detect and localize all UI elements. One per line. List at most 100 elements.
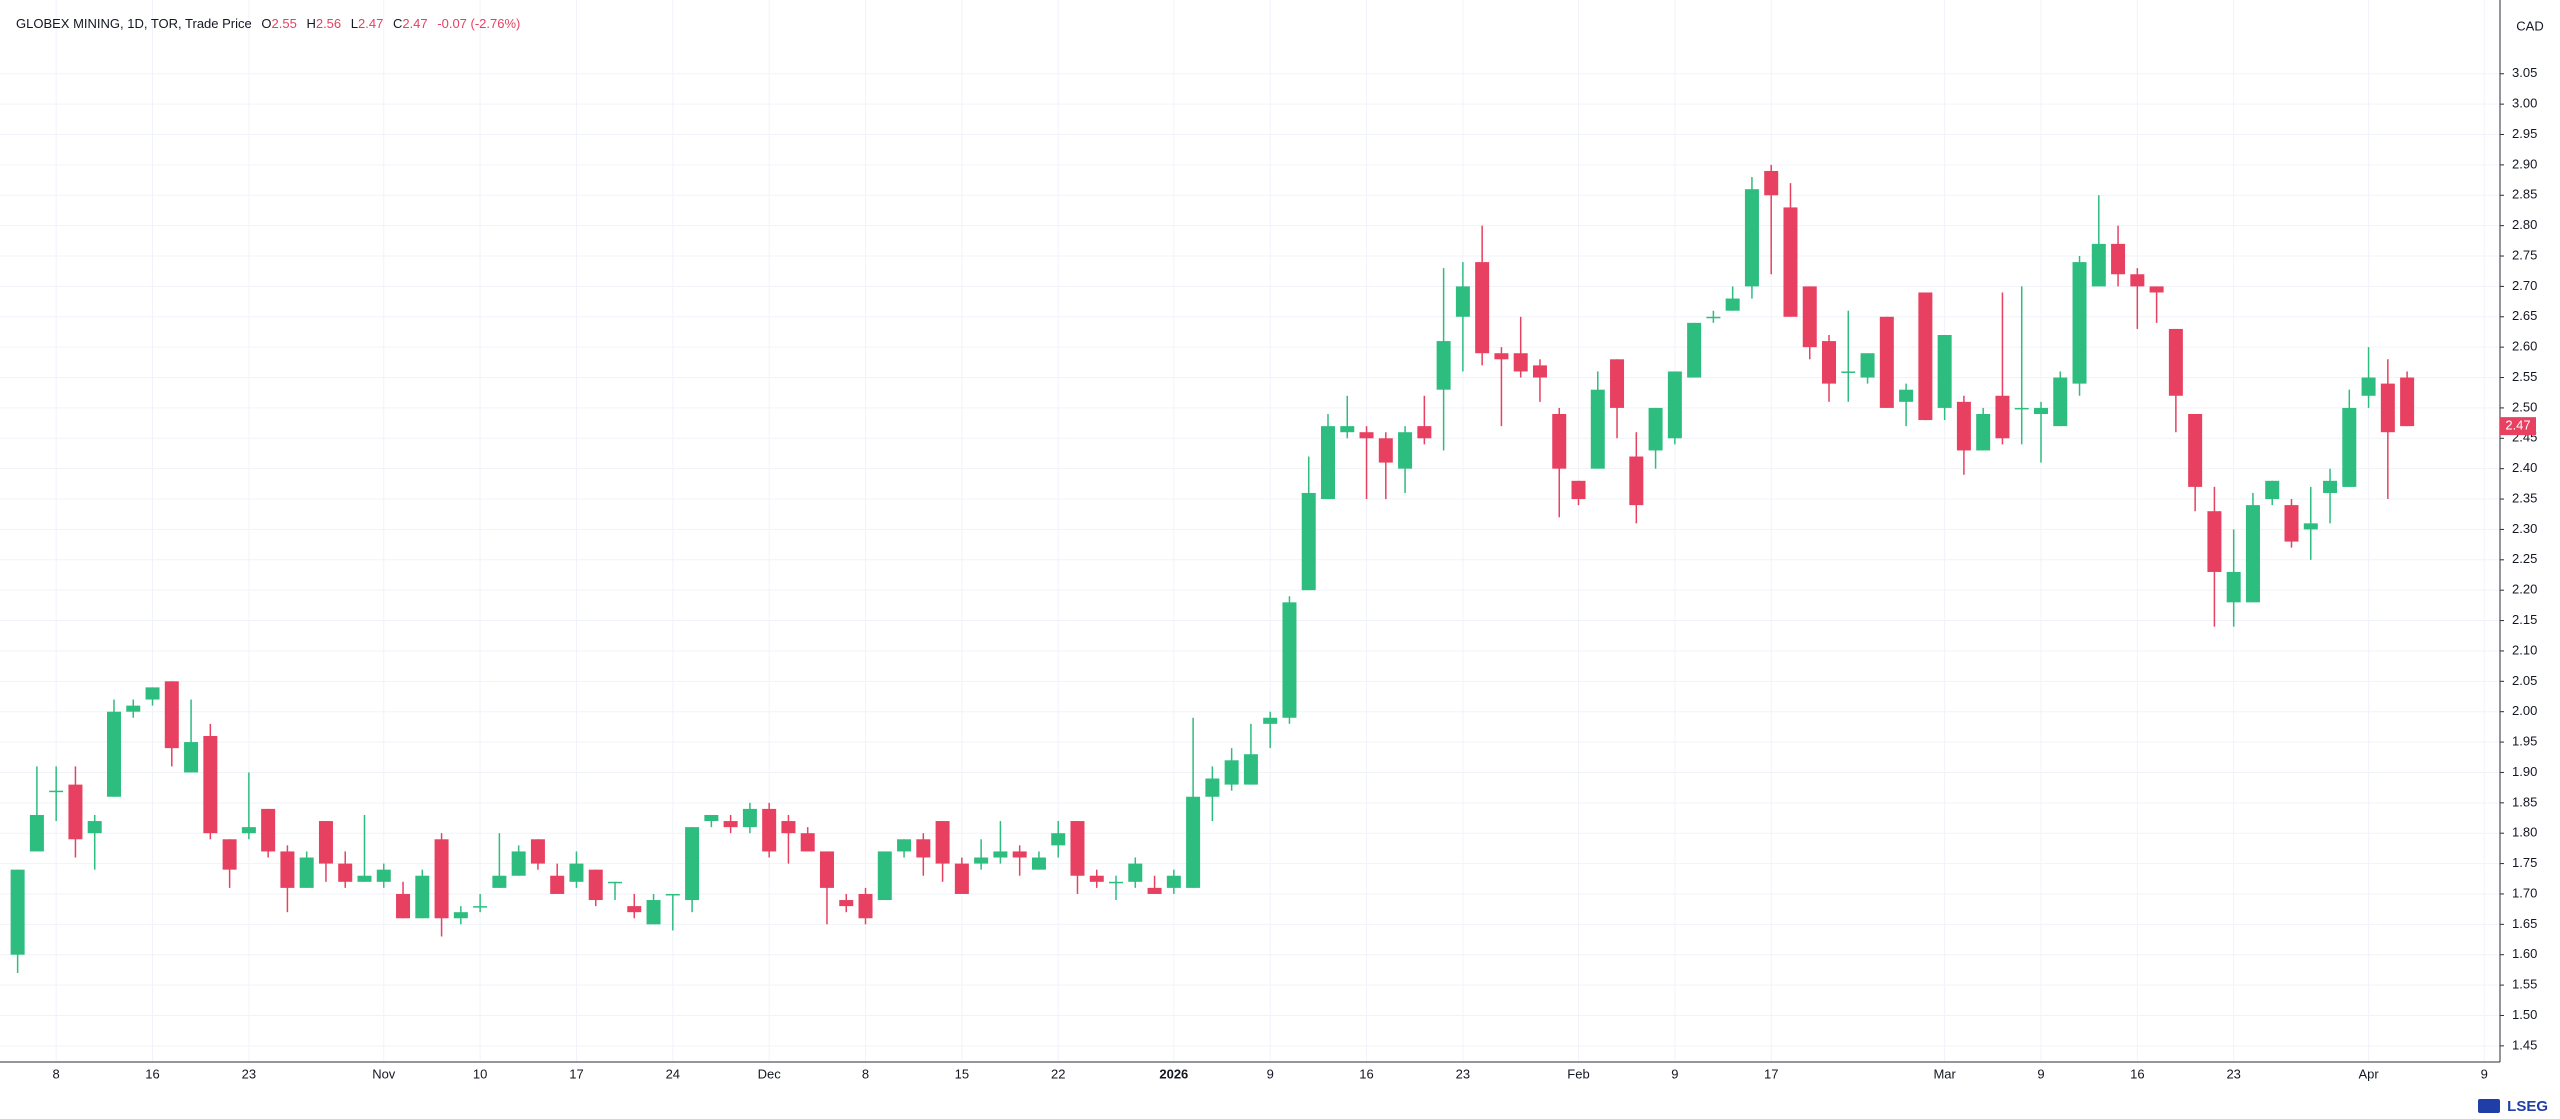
x-tick-label: 24 bbox=[666, 1066, 680, 1081]
candle-body bbox=[2149, 286, 2164, 293]
y-tick-label: 1.55 bbox=[2512, 977, 2537, 992]
y-tick-label: 2.15 bbox=[2512, 612, 2537, 627]
y-tick-label: 2.75 bbox=[2512, 247, 2537, 262]
y-tick-label: 2.60 bbox=[2512, 339, 2537, 354]
candles bbox=[10, 164, 2415, 973]
candle-body bbox=[916, 839, 931, 858]
y-tick-label: 2.85 bbox=[2512, 187, 2537, 202]
candle-body bbox=[2111, 243, 2126, 275]
candle-body bbox=[1725, 298, 1740, 311]
candle-body bbox=[627, 906, 642, 913]
candle-body bbox=[2265, 480, 2280, 500]
candle-body bbox=[2130, 274, 2145, 287]
x-tick-label: 9 bbox=[1671, 1066, 1678, 1081]
candle-body bbox=[49, 790, 64, 793]
candle-body bbox=[511, 851, 526, 876]
candle-body bbox=[2400, 377, 2415, 427]
candle-body bbox=[1744, 189, 1759, 287]
candle-body bbox=[1340, 426, 1355, 433]
candle-body bbox=[530, 839, 545, 864]
y-tick-label: 1.60 bbox=[2512, 946, 2537, 961]
y-tick-label: 1.65 bbox=[2512, 916, 2537, 931]
y-tick-label: 1.75 bbox=[2512, 855, 2537, 870]
candle-body bbox=[376, 869, 391, 882]
candle-body bbox=[1301, 492, 1316, 591]
x-tick-label: 16 bbox=[1359, 1066, 1373, 1081]
candle-body bbox=[954, 863, 969, 894]
candle-body bbox=[858, 893, 873, 919]
candle-body bbox=[2284, 505, 2299, 542]
x-tick-label: 8 bbox=[53, 1066, 60, 1081]
candle-body bbox=[280, 851, 295, 888]
candle-body bbox=[1783, 207, 1798, 317]
y-tick-label: 1.95 bbox=[2512, 734, 2537, 749]
candle-body bbox=[1205, 778, 1220, 797]
x-tick-label: Nov bbox=[372, 1066, 396, 1081]
candle-body bbox=[1012, 851, 1027, 858]
ohlc-value: 2.56 bbox=[316, 16, 341, 31]
x-tick-label: 23 bbox=[1456, 1066, 1470, 1081]
candle-body bbox=[1359, 432, 1374, 439]
candle-body bbox=[2342, 407, 2357, 487]
candle-body bbox=[126, 705, 141, 712]
candle-body bbox=[318, 821, 333, 864]
candle-body bbox=[1629, 456, 1644, 506]
candle-body bbox=[1764, 170, 1779, 196]
candle-body bbox=[2303, 523, 2318, 530]
candle-body bbox=[2323, 480, 2338, 493]
candle-body bbox=[434, 839, 449, 919]
y-tick-label: 2.05 bbox=[2512, 673, 2537, 688]
candle-body bbox=[415, 875, 430, 919]
candle-body bbox=[261, 808, 276, 852]
candle-body bbox=[2226, 571, 2241, 603]
candle-body bbox=[106, 711, 121, 797]
candle-body bbox=[1822, 341, 1837, 384]
candle-body bbox=[1089, 875, 1104, 882]
y-tick-label: 1.85 bbox=[2512, 794, 2537, 809]
candle-body bbox=[1051, 833, 1066, 846]
candle-body bbox=[1648, 407, 1663, 451]
x-tick-label: 17 bbox=[1764, 1066, 1778, 1081]
candle-body bbox=[819, 851, 834, 888]
y-tick-label: 1.45 bbox=[2512, 1037, 2537, 1052]
candle-body bbox=[723, 821, 738, 828]
y-tick-label: 1.90 bbox=[2512, 764, 2537, 779]
candle-body bbox=[1899, 389, 1914, 402]
y-tick-label: 2.20 bbox=[2512, 582, 2537, 597]
candle-body bbox=[2168, 328, 2183, 396]
y-tick-label: 2.40 bbox=[2512, 460, 2537, 475]
candle-body bbox=[1802, 286, 1817, 348]
candle-body bbox=[1455, 286, 1470, 317]
ohlc-label: H bbox=[306, 16, 315, 31]
logo-icon bbox=[2478, 1099, 2500, 1113]
candle-body bbox=[1494, 353, 1509, 360]
y-tick-label: 1.80 bbox=[2512, 825, 2537, 840]
candle-body bbox=[781, 821, 796, 834]
candle-body bbox=[1532, 365, 1547, 378]
candle-body bbox=[2207, 511, 2222, 572]
candle-body bbox=[164, 681, 179, 749]
candle-body bbox=[338, 863, 353, 882]
legend-header: GLOBEX MINING, 1D, TOR, Trade Price O2.5… bbox=[16, 16, 520, 31]
x-tick-label: 9 bbox=[2481, 1066, 2488, 1081]
candle-body bbox=[877, 851, 892, 901]
candle-body bbox=[357, 875, 372, 882]
x-tick-label: 16 bbox=[145, 1066, 159, 1081]
candle-body bbox=[685, 827, 700, 901]
candle-body bbox=[1166, 875, 1181, 888]
candle-body bbox=[1995, 395, 2010, 439]
candle-body bbox=[742, 808, 757, 828]
candle-body bbox=[646, 900, 661, 925]
candle-body bbox=[1513, 353, 1528, 372]
candle-body bbox=[993, 851, 1008, 858]
candle-body bbox=[1320, 426, 1335, 500]
ohlc-label: C bbox=[393, 16, 402, 31]
x-tick-label: 2026 bbox=[1159, 1066, 1188, 1081]
candle-body bbox=[1282, 602, 1297, 718]
candle-body bbox=[1263, 717, 1278, 724]
candle-body bbox=[608, 881, 623, 884]
y-tick-label: 2.90 bbox=[2512, 156, 2537, 171]
y-tick-label: 2.95 bbox=[2512, 126, 2537, 141]
candle-body bbox=[1243, 754, 1258, 785]
